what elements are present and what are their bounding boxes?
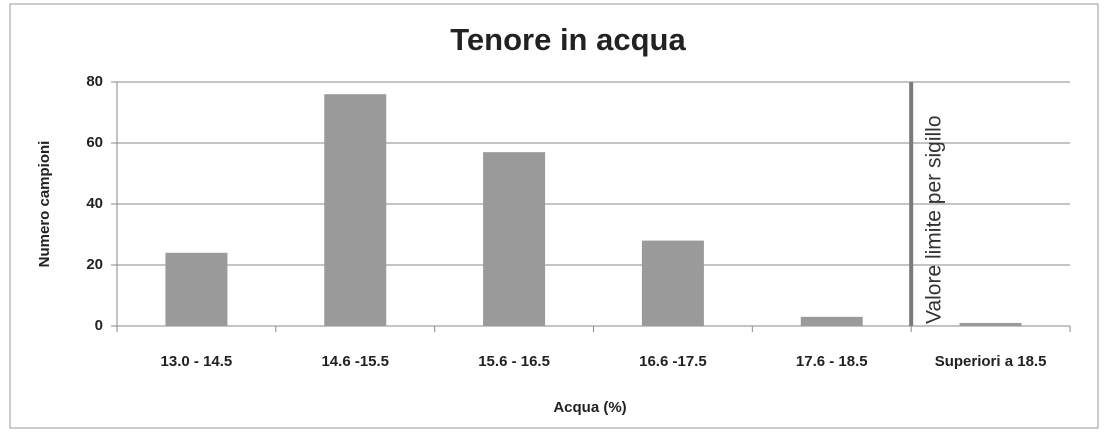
x-tick-label: 13.0 - 14.5 (161, 353, 233, 370)
x-tick-label: 14.6 -15.5 (321, 353, 389, 370)
x-axis-label: Acqua (%) (553, 399, 626, 416)
y-tick-label: 20 (86, 256, 103, 273)
y-tick-label: 80 (86, 73, 103, 90)
bar (800, 316, 863, 326)
bar (165, 252, 228, 326)
x-tick-label: Superiori a 18.5 (935, 353, 1047, 370)
x-tick-label: 15.6 - 16.5 (478, 353, 550, 370)
x-tick-label: 17.6 - 18.5 (796, 353, 868, 370)
chart-title: Tenore in acqua (450, 22, 686, 57)
chart-frame (9, 3, 1099, 429)
bar (959, 322, 1022, 326)
y-axis-label: Numero campioni (36, 141, 53, 268)
x-tick-label: 16.6 -17.5 (639, 353, 707, 370)
bar (324, 94, 387, 326)
y-tick-label: 60 (86, 134, 103, 151)
y-tick-label: 0 (95, 317, 103, 334)
limit-annotation: Valore limite per sigillo (923, 115, 946, 324)
y-tick-label: 40 (86, 195, 103, 212)
bar (641, 240, 704, 326)
bar (483, 152, 546, 326)
